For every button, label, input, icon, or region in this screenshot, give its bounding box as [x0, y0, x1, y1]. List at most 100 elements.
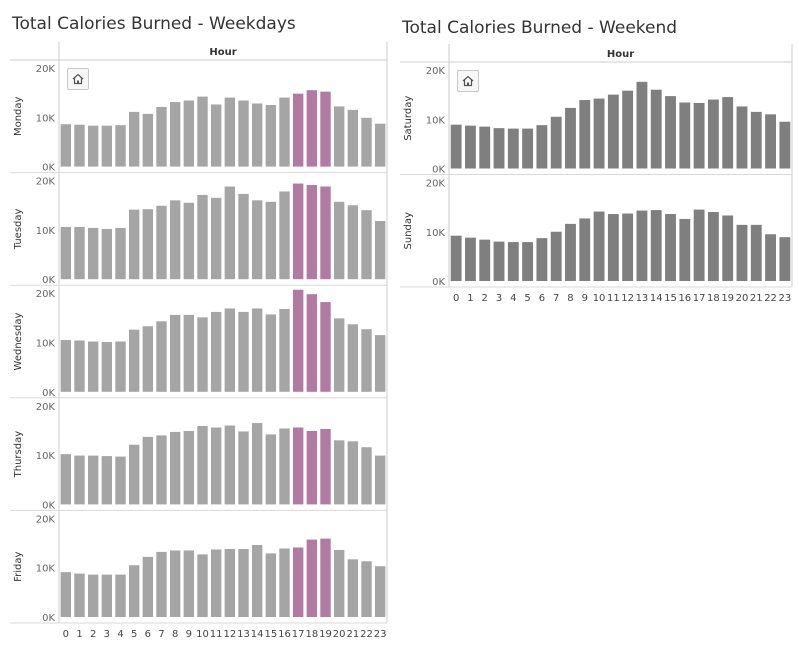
home-icon: [72, 73, 84, 85]
bar: [74, 455, 85, 505]
x-tick-label: 4: [117, 629, 123, 640]
bar: [265, 434, 277, 505]
x-tick-label: 15: [664, 293, 677, 304]
bar: [333, 318, 345, 392]
x-tick-label: 1: [467, 293, 473, 304]
bar: [224, 425, 236, 505]
bar: [722, 97, 734, 169]
bar: [765, 114, 776, 169]
row-label: Sunday: [403, 212, 414, 249]
bar: [197, 194, 208, 280]
x-tick-label: 2: [482, 293, 488, 304]
bar: [292, 427, 304, 505]
bar: [361, 210, 372, 280]
bar: [320, 302, 331, 392]
bar: [374, 123, 386, 167]
bar: [156, 435, 167, 505]
column-header: Hour: [607, 49, 634, 60]
bar: [479, 126, 491, 169]
x-tick-label: 22: [764, 293, 777, 304]
x-tick-label: 11: [210, 629, 223, 640]
y-tick-label: 10K: [36, 113, 56, 124]
y-tick-label: 20K: [36, 514, 56, 525]
x-tick-label: 6: [145, 629, 151, 640]
x-tick-label: 19: [319, 629, 332, 640]
x-tick-label: 23: [374, 629, 387, 640]
y-tick-label: 10K: [36, 339, 56, 350]
bar: [183, 314, 195, 392]
weekday-home-button[interactable]: [67, 68, 89, 90]
bar: [693, 209, 705, 281]
bar: [101, 574, 113, 617]
bar: [128, 565, 140, 617]
bar: [238, 548, 249, 617]
bar: [320, 428, 331, 505]
row-label: Tuesday: [13, 208, 24, 250]
bar: [183, 430, 195, 505]
x-tick-label: 5: [131, 629, 137, 640]
bar: [224, 186, 236, 280]
bar: [169, 314, 181, 392]
bar: [142, 556, 154, 617]
bar: [224, 97, 236, 167]
bar: [665, 214, 676, 281]
bar: [765, 234, 776, 281]
x-tick-label: 14: [650, 293, 663, 304]
bar: [306, 430, 318, 505]
bar: [87, 574, 99, 617]
bar: [265, 201, 277, 280]
bar: [536, 125, 548, 169]
bar: [450, 124, 462, 169]
bar: [693, 102, 705, 169]
bar: [750, 111, 762, 169]
row-label: Wednesday: [13, 312, 24, 370]
bar: [128, 209, 140, 280]
y-tick-label: 20K: [36, 177, 56, 188]
bar: [87, 455, 99, 505]
bar: [579, 100, 591, 169]
x-tick-label: 0: [63, 629, 69, 640]
bar: [722, 215, 734, 281]
bar: [156, 321, 167, 392]
bar: [493, 241, 505, 281]
weekend-home-button[interactable]: [457, 70, 479, 92]
bar: [238, 100, 249, 167]
bar: [333, 106, 345, 167]
bar: [142, 113, 154, 167]
bar: [265, 553, 277, 617]
bar: [579, 218, 591, 281]
x-tick-label: 11: [607, 293, 620, 304]
x-tick-label: 5: [524, 293, 530, 304]
bar: [550, 116, 562, 169]
bar: [593, 98, 605, 169]
x-tick-label: 10: [196, 629, 209, 640]
x-tick-label: 7: [158, 629, 164, 640]
bar: [210, 427, 222, 505]
bar: [210, 104, 222, 167]
bar: [183, 202, 195, 280]
y-tick-label: 20K: [36, 402, 56, 413]
bar: [87, 125, 99, 167]
bar: [361, 447, 372, 505]
bar: [636, 210, 648, 281]
bar: [238, 431, 249, 505]
x-tick-label: 12: [621, 293, 634, 304]
y-tick-label: 0K: [42, 388, 55, 399]
bar: [479, 239, 491, 281]
bar: [169, 550, 181, 617]
bar: [142, 436, 154, 505]
y-tick-label: 0K: [432, 165, 445, 176]
bar: [320, 538, 331, 617]
bar: [736, 224, 748, 281]
weekend-chart-title: Total Calories Burned - Weekend: [402, 18, 678, 38]
y-tick-label: 20K: [36, 289, 56, 300]
x-tick-label: 18: [707, 293, 720, 304]
bar: [87, 341, 99, 392]
bar: [279, 308, 290, 392]
y-tick-label: 10K: [36, 226, 56, 237]
bar: [183, 550, 195, 617]
row-label: Monday: [13, 96, 24, 136]
row-label: Thursday: [13, 431, 24, 479]
bar: [707, 99, 719, 169]
bar: [251, 423, 263, 505]
